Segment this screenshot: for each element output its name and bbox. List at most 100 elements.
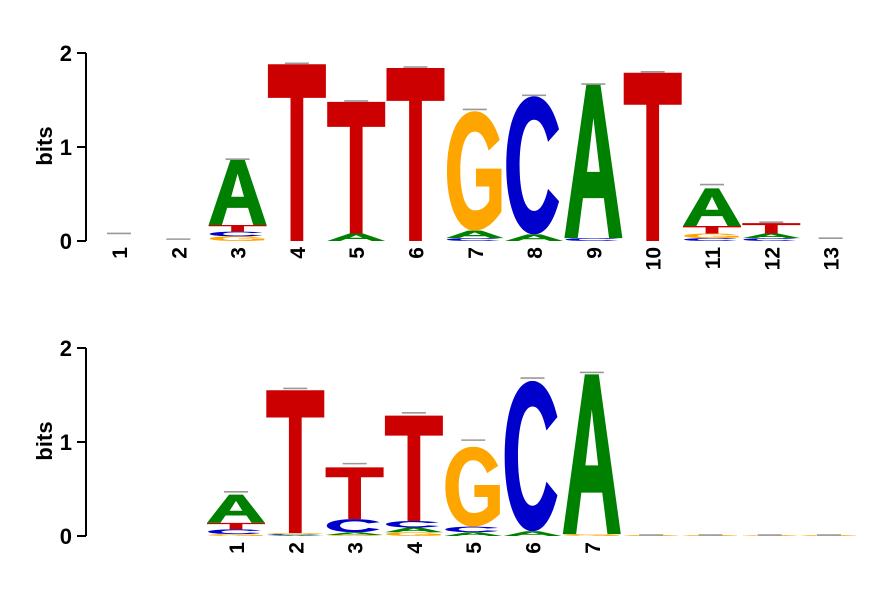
- letter-G: [741, 535, 797, 536]
- x-tick-label: 9: [583, 247, 606, 259]
- x-tick-label: 10: [643, 247, 666, 270]
- x-tick-label: 3: [345, 542, 368, 554]
- letter-C: [446, 238, 500, 241]
- position-stack-pad-8: [623, 534, 678, 536]
- letter-C: [684, 238, 737, 241]
- letter-G: [446, 111, 502, 231]
- position-stack-pad-9: [682, 534, 738, 536]
- position-stack-3: 3: [208, 158, 267, 259]
- letter-G: [623, 535, 678, 536]
- position-stack-2: 2: [166, 238, 191, 259]
- position-stack-13: 13: [818, 237, 844, 270]
- letter-A: [325, 532, 384, 536]
- letter-T: [327, 101, 386, 234]
- letter-A: [384, 527, 443, 533]
- y-tick-label: 1: [60, 430, 72, 455]
- position-stack-6: 6: [386, 66, 445, 259]
- x-tick-label: 4: [404, 542, 427, 554]
- x-tick-label: 11: [702, 247, 725, 270]
- position-stack-6: 6: [503, 377, 562, 554]
- x-tick-label: 3: [228, 247, 251, 259]
- letter-A: [207, 494, 265, 523]
- letter-T: [266, 390, 325, 534]
- x-tick-label: 6: [406, 247, 429, 259]
- position-stack-8: 8: [505, 94, 564, 259]
- letter-T: [208, 225, 267, 232]
- position-stack-2: 2: [266, 387, 325, 554]
- x-tick-label: 1: [109, 247, 132, 259]
- letter-A: [208, 159, 267, 226]
- position-stack-7: 7: [562, 371, 621, 554]
- x-tick-label: 2: [168, 247, 191, 259]
- letter-G: [682, 535, 738, 536]
- x-tick-label: 2: [285, 542, 308, 554]
- y-tick-label: 2: [60, 41, 72, 66]
- x-tick-label: 12: [761, 247, 784, 270]
- letter-T: [325, 467, 384, 520]
- letter-C: [326, 519, 380, 533]
- position-stack-11: 11: [683, 183, 741, 270]
- x-tick-label: 5: [346, 247, 369, 259]
- letter-T: [386, 68, 445, 241]
- position-stack-5: 5: [444, 439, 503, 554]
- letter-G: [326, 535, 382, 536]
- x-tick-label: 7: [582, 542, 605, 554]
- position-stack-5: 5: [327, 100, 386, 259]
- letter-G: [267, 533, 322, 535]
- position-stack-10: 10: [623, 71, 682, 270]
- letter-C: [209, 231, 263, 237]
- y-axis-label: bits: [32, 421, 57, 460]
- letter-A: [327, 233, 386, 241]
- position-stack-9: 9: [564, 83, 623, 259]
- letter-C: [565, 238, 619, 241]
- x-tick-label: 5: [463, 542, 486, 554]
- x-tick-label: 13: [821, 247, 844, 270]
- letter-A: [445, 230, 504, 239]
- letter-C: [743, 238, 797, 241]
- position-stack-1: 1: [107, 232, 132, 259]
- letter-G: [684, 233, 739, 239]
- letter-T: [742, 223, 801, 234]
- letter-G: [445, 446, 500, 527]
- position-stack-4: 4: [384, 412, 443, 554]
- position-stack-12: 12: [742, 221, 801, 270]
- letter-C: [504, 380, 558, 532]
- letter-A: [444, 532, 503, 536]
- letter-C: [506, 96, 560, 235]
- letter-C: [445, 526, 499, 533]
- position-stack-pad-10: [741, 534, 797, 536]
- x-tick-label: 1: [226, 542, 249, 554]
- letter-A: [266, 535, 325, 536]
- letter-T: [683, 225, 741, 234]
- letter-A: [505, 234, 564, 241]
- x-tick-label: 4: [287, 247, 310, 259]
- letter-T: [384, 415, 443, 521]
- position-stack-3: 3: [325, 462, 384, 554]
- letter-G: [386, 532, 441, 536]
- position-stack-4: 4: [267, 62, 326, 259]
- letter-T: [207, 522, 265, 530]
- letter-A: [562, 374, 621, 535]
- letter-G: [209, 236, 265, 241]
- x-tick-label: 8: [524, 247, 547, 259]
- x-tick-label: 6: [523, 542, 546, 554]
- x-tick-label: 7: [465, 247, 488, 259]
- letter-G: [801, 535, 856, 536]
- letter-A: [683, 188, 741, 226]
- letter-G: [563, 534, 619, 536]
- y-axis-label: bits: [32, 126, 57, 165]
- position-stack-1: 1: [207, 491, 265, 554]
- letter-C: [267, 534, 321, 536]
- letter-T: [623, 72, 682, 242]
- y-tick-label: 0: [60, 229, 72, 254]
- position-stack-pad-11: [801, 534, 856, 536]
- letter-T: [267, 64, 326, 241]
- y-tick-label: 2: [60, 336, 72, 361]
- letter-A: [564, 84, 623, 239]
- letter-A: [742, 233, 801, 239]
- y-tick-label: 1: [60, 135, 72, 160]
